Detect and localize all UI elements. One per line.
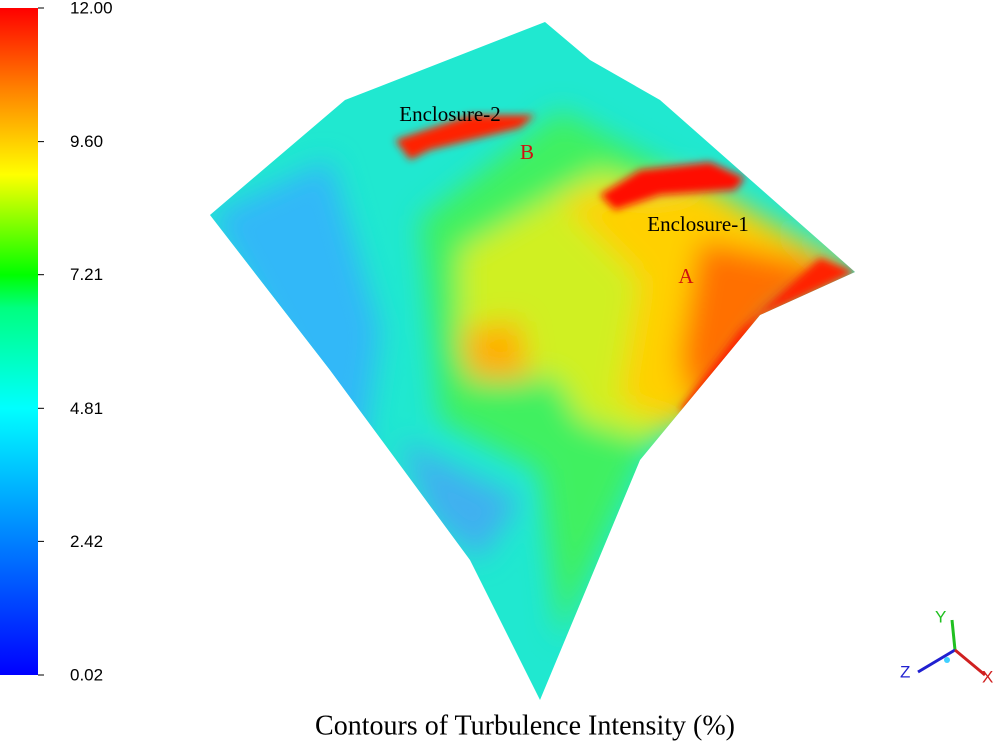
- axis-label: X: [982, 667, 993, 686]
- colorbar-tick-label: 12.00: [70, 0, 113, 17]
- colorbar: [0, 8, 38, 675]
- colorbar-tick-label: 4.81: [70, 399, 103, 418]
- annotation: B: [520, 140, 534, 164]
- annotation: Enclosure-1: [647, 212, 748, 236]
- colorbar-tick-label: 0.02: [70, 665, 103, 684]
- axis-label: Y: [935, 607, 946, 626]
- axes-triad: Y Z X: [900, 607, 993, 686]
- colorbar-tick-label: 9.60: [70, 132, 103, 151]
- axis-label: Z: [900, 662, 910, 681]
- colorbar-tick-label: 7.21: [70, 265, 103, 284]
- colorbar-tick-label: 2.42: [70, 532, 103, 551]
- title: Contours of Turbulence Intensity (%): [315, 710, 735, 741]
- terrain-surface: [210, 22, 855, 700]
- annotation: A: [678, 264, 694, 288]
- annotation: Enclosure-2: [399, 102, 500, 126]
